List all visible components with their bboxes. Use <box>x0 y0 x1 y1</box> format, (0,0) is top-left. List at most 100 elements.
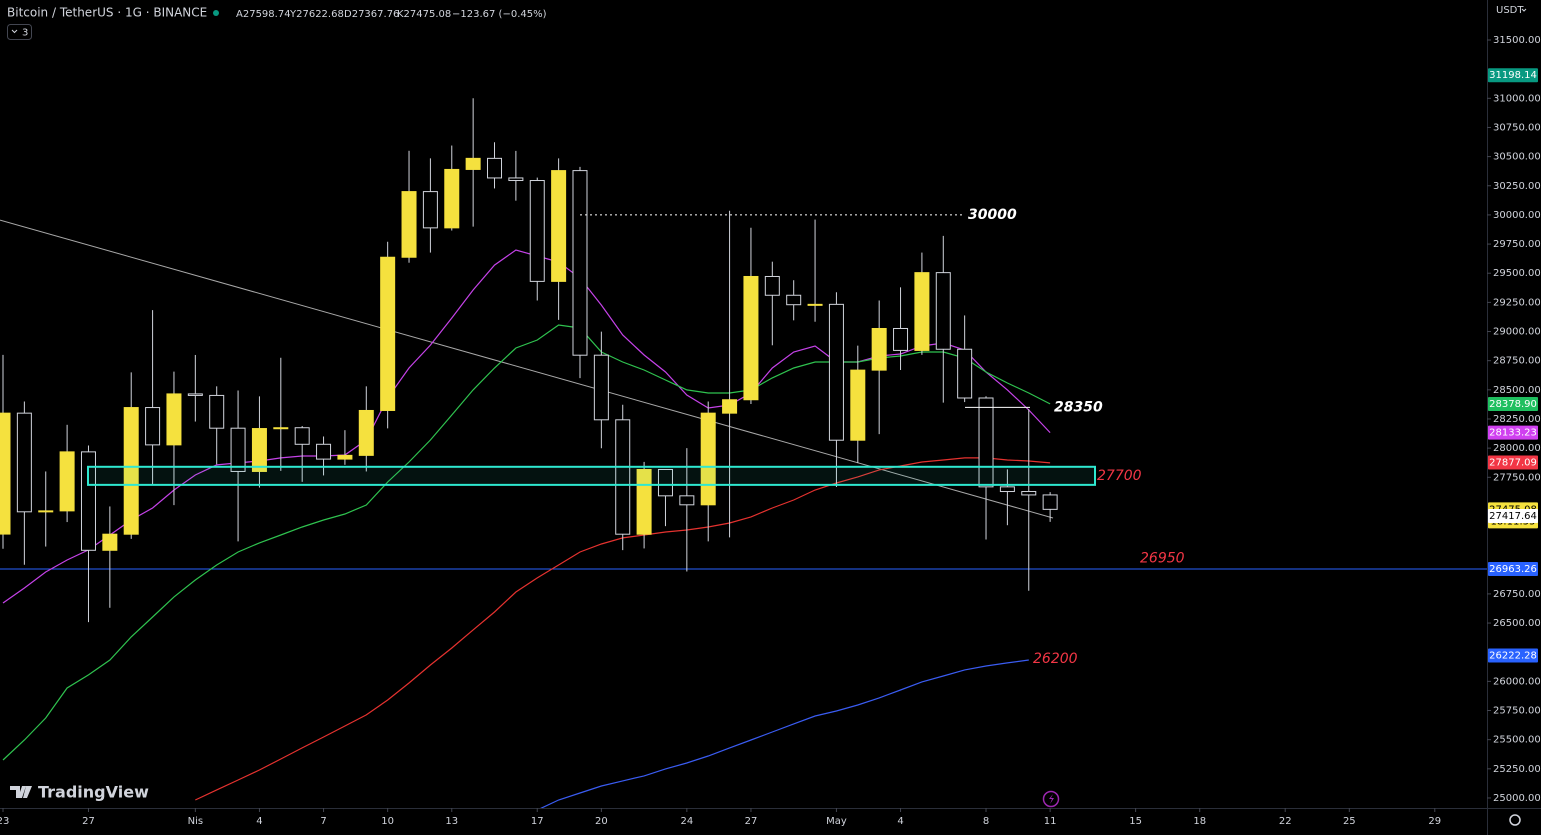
candle-body <box>978 397 994 488</box>
brand: TradingView <box>38 783 149 802</box>
candle-body <box>273 427 289 430</box>
candle-body <box>316 443 332 460</box>
candle-body <box>828 303 844 441</box>
candle-body <box>38 510 54 513</box>
candle-body <box>380 256 396 411</box>
y-tick-label: 29250.00 <box>1493 297 1541 308</box>
candle-body <box>807 303 823 306</box>
y-tick-label: 30500.00 <box>1493 152 1541 163</box>
candle-body <box>893 327 909 351</box>
x-tick-label: 29 <box>1428 816 1441 827</box>
candle-body <box>1042 494 1058 510</box>
y-tick-label: 30250.00 <box>1493 181 1541 192</box>
candle-body <box>0 412 11 535</box>
x-tick-label: 22 <box>1279 816 1292 827</box>
y-tick-label: 30000.00 <box>1493 210 1541 221</box>
candle-body <box>615 419 631 535</box>
brand-logo <box>10 786 32 798</box>
candle-body <box>508 177 524 182</box>
x-tick-label: 13 <box>445 816 458 827</box>
candle-body <box>999 486 1015 493</box>
annotation-label: 26200 <box>1033 651 1078 667</box>
candle-body <box>123 407 139 535</box>
lightning-button[interactable] <box>1042 790 1060 808</box>
plot-area <box>0 98 1487 808</box>
x-tick-label: May <box>826 816 847 827</box>
price-tag <box>1488 509 1538 524</box>
indicator-line <box>540 659 1029 808</box>
x-tick-label: 17 <box>531 816 544 827</box>
candle-body <box>572 170 588 356</box>
ohlc-change: −123.67 (−0.45%) <box>452 9 547 20</box>
price-tag-label: 26963.26 <box>1489 564 1537 575</box>
symbol[interactable]: Bitcoin / TetherUS · 1G · BINANCE <box>7 6 207 20</box>
x-tick-label: 24 <box>680 816 693 827</box>
y-tick-label: 30750.00 <box>1493 122 1541 133</box>
x-tick-label: 7 <box>320 816 326 827</box>
y-tick-label: 27750.00 <box>1493 472 1541 483</box>
candle-body <box>487 157 503 179</box>
candle-body <box>871 327 887 371</box>
candle-body <box>722 399 738 414</box>
candle-body <box>145 407 161 446</box>
lightning-icon <box>1049 794 1054 804</box>
indicators-count: 3 <box>22 28 28 39</box>
candle-body <box>444 168 460 229</box>
price-tag <box>1488 396 1538 411</box>
y-tick-label: 25250.00 <box>1493 764 1541 775</box>
annotation-label: 28350 <box>1054 399 1103 415</box>
candle-body <box>230 427 246 472</box>
candle-body <box>764 275 780 296</box>
currency[interactable]: USDT <box>1496 5 1524 16</box>
currency-caret <box>1521 8 1527 12</box>
candle-body <box>401 191 417 258</box>
candle-body <box>251 428 267 472</box>
x-tick-label: 8 <box>983 816 989 827</box>
settings-button[interactable] <box>1509 814 1521 826</box>
y-tick-label: 25750.00 <box>1493 706 1541 717</box>
y-tick-label: 29750.00 <box>1493 239 1541 250</box>
y-tick-label: 26000.00 <box>1493 676 1541 687</box>
price-tag-label: 26222.28 <box>1489 650 1537 661</box>
candle-body <box>209 394 225 429</box>
candle-body <box>700 412 716 506</box>
candle-body <box>465 157 481 170</box>
axes: 31500.00 31000.00 30750.00 30500.00 30250.00… <box>0 35 1541 827</box>
y-tick-label: 29000.00 <box>1493 327 1541 338</box>
toggle-caret <box>11 29 18 34</box>
candle-body <box>187 393 203 396</box>
x-tick-label: 15 <box>1129 816 1142 827</box>
candle-body <box>786 294 802 306</box>
candle-body <box>337 454 353 460</box>
candle-body <box>529 180 545 282</box>
price-tag <box>1488 455 1538 470</box>
candle-body <box>657 468 673 497</box>
candle-body <box>16 412 32 513</box>
y-tick-label: 29500.00 <box>1493 268 1541 279</box>
candle-body <box>166 393 182 446</box>
candle-body <box>551 170 567 282</box>
ohlc-high: Y27622.68 <box>289 9 344 20</box>
x-tick-label: 23 <box>0 816 9 827</box>
annotation-label: 30000 <box>968 207 1017 223</box>
candle-body <box>358 409 374 456</box>
ohlc-open: A27598.74 <box>236 9 291 20</box>
candle-body <box>914 272 930 351</box>
annotation-label: 26950 <box>1140 551 1185 567</box>
y-tick-label: 28250.00 <box>1493 414 1541 425</box>
price-tag-label: 27877.09 <box>1489 457 1537 468</box>
price-tag-label: 27417.64 <box>1489 511 1537 522</box>
y-tick-label: 31500.00 <box>1493 35 1541 46</box>
x-tick-label: 4 <box>897 816 903 827</box>
y-tick-label: 26750.00 <box>1493 589 1541 600</box>
zone <box>87 465 1096 486</box>
x-tick-label: 20 <box>595 816 608 827</box>
candle-body <box>679 495 695 506</box>
indicators-toggle[interactable] <box>7 24 32 40</box>
price-tag-label: 31198.14 <box>1489 70 1537 81</box>
y-tick-label: 26500.00 <box>1493 618 1541 629</box>
price-tag <box>1488 562 1538 577</box>
x-tick-label: Nis <box>188 816 203 827</box>
candle-body <box>850 369 866 441</box>
